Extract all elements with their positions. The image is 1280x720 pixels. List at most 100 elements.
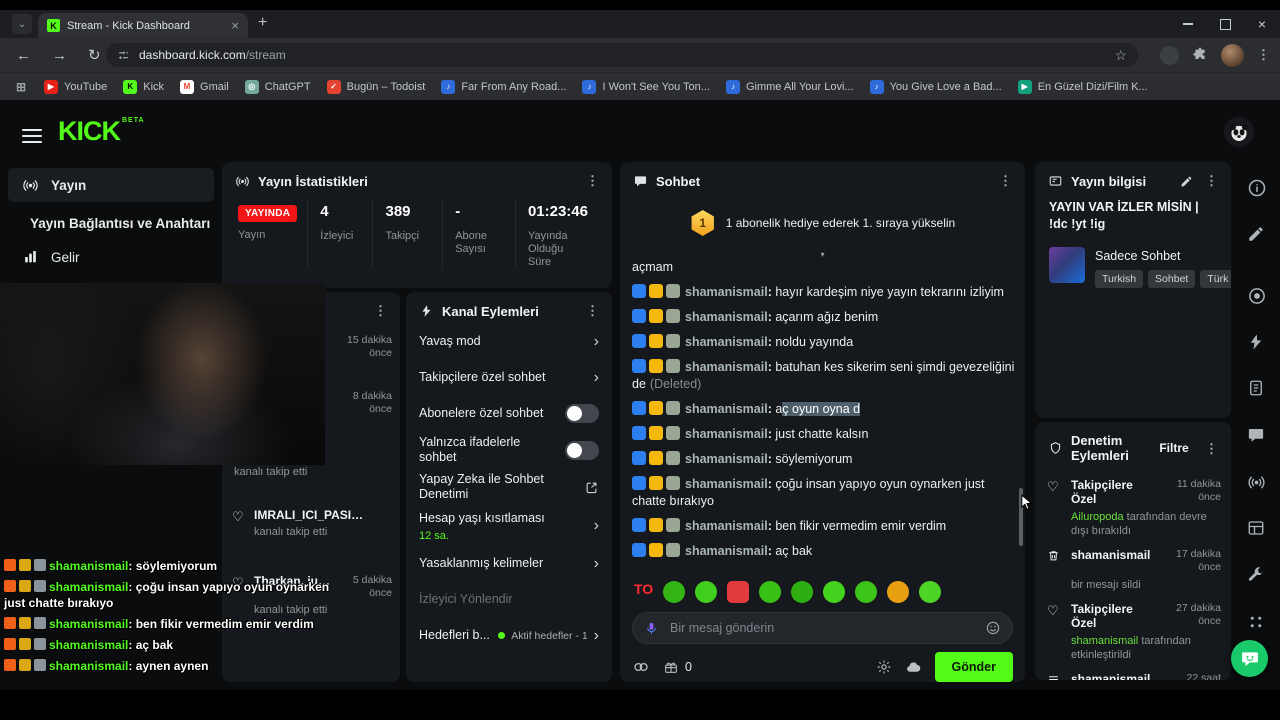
moderation-event[interactable]: shamanismail 17 dakika önce bir mesajı si…: [1035, 541, 1231, 595]
bookmark-item[interactable]: ♪ You Give Love a Bad...: [869, 79, 1002, 94]
chat-message[interactable]: shamanismail just chatte kalsın: [632, 426, 1019, 443]
moderation-event[interactable]: shamanismail 22 saat önce: [1035, 665, 1231, 680]
channel-actions-menu-icon[interactable]: ⋮: [586, 303, 599, 318]
extension-icon[interactable]: [1160, 45, 1179, 65]
chat-message[interactable]: shamanismail aç oyun oyna d: [632, 401, 1019, 418]
banner-collapse-button[interactable]: ▾: [820, 250, 825, 259]
chatters-icon[interactable]: [632, 658, 650, 676]
bookmark-item[interactable]: K Kick: [123, 79, 164, 94]
layout-panels-icon[interactable]: [1247, 519, 1271, 543]
chat-username[interactable]: shamanismail: [685, 360, 772, 374]
chat-message-input[interactable]: [668, 620, 976, 636]
reload-button[interactable]: ↻: [88, 47, 101, 64]
bookmark-item[interactable]: ♪ Gimme All Your Lovi...: [725, 79, 854, 94]
chat-username[interactable]: shamanismail: [685, 427, 772, 441]
site-settings-icon[interactable]: [117, 49, 130, 62]
address-bar[interactable]: dashboard.kick.com/stream ☆: [106, 43, 1138, 67]
action-banned-words[interactable]: Yasaklanmış kelimeler ›: [419, 554, 599, 572]
emote-icon[interactable]: [919, 581, 942, 603]
emote-icon[interactable]: [759, 581, 782, 603]
activity-menu-icon[interactable]: ⋮: [374, 303, 387, 318]
stream-info-menu-icon[interactable]: ⋮: [1205, 173, 1218, 188]
emote-icon[interactable]: [695, 581, 718, 603]
record-icon[interactable]: [1247, 286, 1271, 310]
bookmark-item[interactable]: ▶ En Güzel Dizi/Film K...: [1017, 79, 1148, 94]
stats-menu-icon[interactable]: ⋮: [586, 173, 599, 188]
moderation-actor[interactable]: Ailuropoda: [1071, 511, 1124, 523]
chat-username[interactable]: shamanismail: [685, 452, 772, 466]
chat-message[interactable]: shamanismail açarım ağız benim: [632, 309, 1019, 326]
category-thumbnail[interactable]: [1049, 247, 1085, 283]
window-maximize-button[interactable]: [1219, 18, 1231, 30]
category-name[interactable]: Sadece Sohbet: [1095, 249, 1181, 263]
activity-event[interactable]: ♡ Tharkan, just devren5 dakika önce kana…: [232, 574, 392, 616]
tag[interactable]: Sohbet: [1148, 270, 1196, 288]
kick-logo[interactable]: KICK: [58, 116, 121, 146]
chat-message[interactable]: shamanismail benden fikir isteme kardeş …: [632, 258, 1019, 276]
chat-message[interactable]: shamanismail söylemiyorum: [632, 451, 1019, 468]
chat-username[interactable]: shamanismail: [685, 544, 772, 558]
window-minimize-button[interactable]: [1182, 23, 1193, 25]
bookmark-item[interactable]: M Gmail: [180, 79, 229, 94]
document-icon[interactable]: [1247, 379, 1271, 403]
chat-menu-icon[interactable]: ⋮: [999, 173, 1012, 188]
chat-username[interactable]: shamanismail: [685, 402, 772, 416]
new-tab-button[interactable]: +: [258, 14, 268, 31]
sidebar-item-yayin-baglantisi[interactable]: Yayın Bağlantısı ve Anahtarı: [30, 210, 210, 236]
moderation-event[interactable]: ♡ Takipçilere Özel 11 dakika önce Ailurop…: [1035, 471, 1231, 541]
emote-icon[interactable]: [855, 581, 878, 603]
chat-message-list[interactable]: shamanismail benden fikir isteme kardeş …: [620, 258, 1019, 570]
apps-dots-icon[interactable]: [1247, 613, 1271, 637]
emoji-smiley-icon[interactable]: [985, 620, 1001, 636]
sidebar-item-yayin[interactable]: Yayın: [8, 168, 214, 202]
menu-hamburger-icon[interactable]: [22, 125, 42, 147]
theme-cloud-icon[interactable]: [905, 659, 922, 676]
activity-event[interactable]: sMuratKaya kanalı takip etti: [234, 448, 392, 478]
back-button[interactable]: ←: [16, 46, 31, 64]
browser-profile-avatar[interactable]: [1221, 43, 1244, 67]
action-goals[interactable]: Hedefleri b... Aktif hedefler - 1 ›: [419, 626, 599, 644]
activity-event[interactable]: 8 dakika önce: [234, 390, 392, 416]
window-close-button[interactable]: ×: [1257, 16, 1266, 32]
chat-scrollbar[interactable]: [1019, 488, 1023, 546]
support-chat-widget[interactable]: [1231, 640, 1268, 677]
settings-gear-icon[interactable]: [876, 659, 892, 675]
emote-icon[interactable]: [823, 581, 846, 603]
moderation-filter-button[interactable]: Filtre: [1159, 440, 1189, 455]
tab-close-icon[interactable]: ×: [231, 18, 239, 33]
gift-sub-banner[interactable]: 1 1 abonelik hediye ederek 1. sıraya yük…: [620, 198, 1025, 248]
chat-username[interactable]: shamanismail: [685, 310, 772, 324]
chat-message-deleted[interactable]: shamanismail batuhan kes sikerim seni şi…: [632, 359, 1019, 393]
emote-icon[interactable]: [727, 581, 750, 603]
browser-menu-icon[interactable]: ⋮: [1257, 47, 1270, 62]
apps-grid-icon[interactable]: ⊞: [15, 79, 27, 94]
browser-tab[interactable]: K Stream - Kick Dashboard ×: [38, 13, 248, 38]
moderation-actor[interactable]: shamanismail: [1071, 635, 1139, 647]
chat-message[interactable]: shamanismail ben fikir vermedim emir ver…: [632, 518, 1019, 535]
bookmark-item[interactable]: ♪ I Won't See You Ton...: [582, 79, 710, 94]
extensions-puzzle-icon[interactable]: [1192, 47, 1208, 63]
emote-icon[interactable]: [791, 581, 814, 603]
chat-username[interactable]: shamanismail: [685, 477, 772, 491]
bookmark-star-icon[interactable]: ☆: [1114, 46, 1127, 63]
toggle-switch[interactable]: [565, 404, 599, 423]
emote-icon[interactable]: [887, 581, 910, 603]
tag[interactable]: Turkish: [1095, 270, 1144, 288]
action-followers-only[interactable]: Takipçilere özel sohbet ›: [419, 368, 599, 386]
action-ai-moderation[interactable]: Yapay Zeka ile Sohbet Denetimi: [406, 472, 612, 502]
wrench-icon[interactable]: [1247, 566, 1271, 590]
bookmark-item[interactable]: ◎ ChatGPT: [244, 79, 311, 94]
tag[interactable]: Türk: [1200, 270, 1231, 288]
chat-message[interactable]: shamanismail çoğu insan yapıyo oyun oyna…: [632, 476, 1019, 510]
sidebar-item-gelir[interactable]: Gelir: [8, 242, 94, 272]
emote-icon[interactable]: TO: [634, 581, 654, 597]
bookmark-item[interactable]: ✓ Bugün – Todoist: [326, 79, 425, 94]
toggle-switch[interactable]: [565, 440, 599, 460]
chat-username[interactable]: shamanismail: [685, 335, 772, 349]
microphone-icon[interactable]: [644, 621, 659, 636]
action-slow-mode[interactable]: Yavaş mod ›: [419, 332, 599, 350]
chat-bubble-icon[interactable]: [1247, 426, 1271, 450]
emote-icon[interactable]: [663, 581, 686, 603]
forward-button[interactable]: →: [52, 46, 67, 64]
activity-event[interactable]: ♡ IMRALI_ICI_PASIF_ARA... kanalı takip e…: [232, 508, 392, 538]
